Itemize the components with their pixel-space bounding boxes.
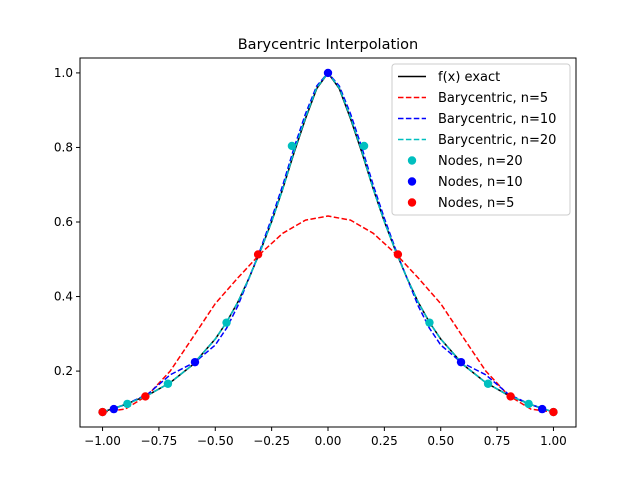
x-tick-label-8: 1.00 [540,434,567,448]
node-point-nodes-n-5-4 [506,392,515,401]
legend-box [391,63,571,216]
node-point-nodes-n-5-0 [98,407,107,417]
x-tick-label-1: −0.75 [141,434,178,448]
y-tick-label-4: 1.0 [54,66,73,80]
chart-title: Barycentric Interpolation [238,37,419,53]
x-tick-label-4: 0.00 [315,434,342,448]
x-tick-label-6: 0.50 [427,434,454,448]
node-point-nodes-n-5-2 [253,250,263,259]
node-point-nodes-n-10-4 [537,404,547,414]
node-point-nodes-n-10-0 [109,404,119,414]
legend-label-nodes-n-20: Nodes, n=20 [438,154,523,169]
node-point-nodes-n-20-6 [425,318,434,327]
y-axis: 0.2 0.4 0.6 0.8 1.0 [54,66,80,378]
node-point-nodes-n-20-4 [287,141,297,151]
x-tick-label-0: −1.00 [84,434,121,448]
x-tick-label-5: 0.25 [371,434,398,448]
y-tick-label-0: 0.2 [54,364,73,378]
node-point-nodes-n-20-2 [163,379,173,388]
x-axis: −1.00 −0.75 −0.50 −0.25 0.00 0.25 0.50 0.75 1.00 [84,427,567,448]
x-tick-label-2: −0.50 [197,434,234,448]
legend-label-barycentric-n-10: Barycentric, n=10 [438,112,556,127]
node-point-nodes-n-5-1 [141,392,150,401]
legend-swatch-nodes-n-20 [407,156,417,165]
x-tick-label-7: 0.75 [484,434,511,448]
legend-label-barycentric-n-20: Barycentric, n=20 [438,133,556,148]
node-point-nodes-n-10-1 [190,357,200,367]
y-tick-label-1: 0.4 [54,290,73,304]
legend-label-nodes-n-10: Nodes, n=10 [438,175,523,190]
y-tick-label-3: 0.8 [54,140,73,154]
legend-label-barycentric-n-5: Barycentric, n=5 [438,91,548,106]
node-point-nodes-n-20-3 [222,318,231,327]
x-tick-label-3: −0.25 [253,434,290,448]
legend-swatch-nodes-n-10 [407,177,417,186]
y-tick-label-2: 0.6 [54,215,73,229]
node-point-nodes-n-5-5 [549,407,558,417]
legend-label-nodes-n-5: Nodes, n=5 [438,196,514,211]
plot-markers [98,68,558,417]
node-point-nodes-n-10-2 [323,68,333,78]
node-point-nodes-n-20-1 [123,399,132,409]
node-point-nodes-n-10-3 [456,357,466,367]
node-point-nodes-n-20-7 [483,379,493,388]
node-point-nodes-n-20-8 [524,399,533,409]
node-point-nodes-n-5-3 [393,250,403,259]
legend-swatch-nodes-n-5 [407,198,417,207]
series-line-barycentric-n-5 [102,215,554,413]
legend: f(x) exact Barycentric, n=5 Barycentric, n… [391,63,571,216]
legend-label-f-x-exact: f(x) exact [438,70,500,85]
node-point-nodes-n-20-5 [359,141,369,151]
